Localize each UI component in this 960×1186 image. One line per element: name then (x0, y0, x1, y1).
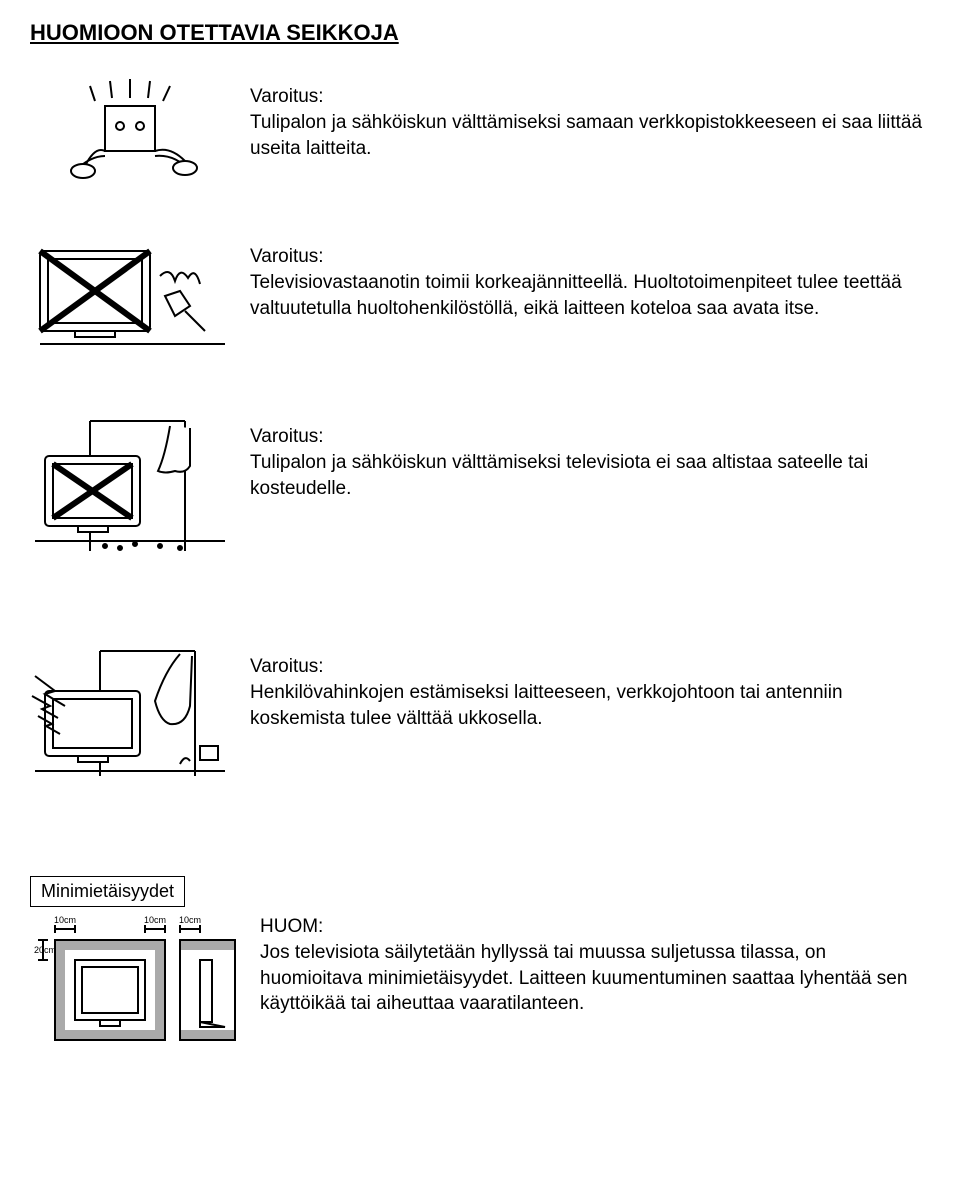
warning-label: Varoitus: (250, 656, 930, 678)
warning-label: Varoitus: (250, 246, 930, 268)
tv-lightning-icon (30, 646, 230, 796)
dim-top-right: 10cm (144, 915, 166, 925)
warning-row-moisture: Varoitus: Tulipalon ja sähköiskun välttä… (30, 416, 930, 566)
min-distance-box-label: Minimietäisyydet (30, 876, 185, 907)
warning-row-open-case: Varoitus: Televisiovastaanotin toimii ko… (30, 236, 930, 366)
warning-label: Varoitus: (250, 86, 930, 108)
warning-row-lightning: Varoitus: Henkilövahinkojen estämiseksi … (30, 646, 930, 796)
note-label: HUOM: (260, 916, 930, 938)
dim-left: 20cm (34, 945, 56, 955)
page-title: HUOMIOON OTETTAVIA SEIKKOJA (30, 20, 930, 46)
warning-row-outlet: Varoitus: Tulipalon ja sähköiskun välttä… (30, 76, 930, 186)
tv-open-case-icon (30, 236, 230, 366)
dim-top-left: 10cm (54, 915, 76, 925)
warning-body: Tulipalon ja sähköiskun välttämiseksi sa… (250, 110, 930, 161)
dim-top-side: 10cm (179, 915, 201, 925)
tv-rain-icon (30, 416, 230, 566)
warning-label: Varoitus: (250, 426, 930, 448)
warning-body: Televisiovastaanotin toimii korkeajännit… (250, 270, 930, 321)
warning-body: Tulipalon ja sähköiskun välttämiseksi te… (250, 450, 930, 501)
min-distance-icon: 10cm 10cm 20cm (30, 915, 240, 1060)
note-body: Jos televisiota säilytetään hyllyssä tai… (260, 940, 930, 1017)
outlet-overload-icon (30, 76, 230, 186)
min-distance-row: Minimietäisyydet (30, 876, 930, 1060)
warning-body: Henkilövahinkojen estämiseksi laitteesee… (250, 680, 930, 731)
